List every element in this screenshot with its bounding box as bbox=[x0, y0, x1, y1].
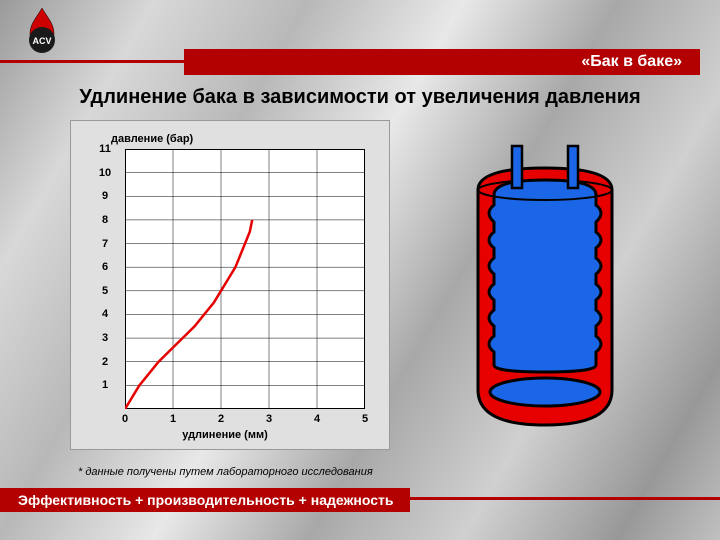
acv-logo-icon: ACV bbox=[18, 6, 66, 54]
ytick-label: 7 bbox=[102, 238, 108, 250]
ytick-label: 2 bbox=[102, 356, 108, 368]
xtick-label: 1 bbox=[170, 413, 176, 425]
tank-svg bbox=[460, 140, 630, 440]
chart-ylabel: давление (бар) bbox=[111, 133, 193, 145]
xtick-label: 2 bbox=[218, 413, 224, 425]
subtitle: Удлинение бака в зависимости от увеличен… bbox=[0, 86, 720, 109]
ytick-label: 5 bbox=[102, 285, 108, 297]
ytick-label: 6 bbox=[102, 261, 108, 273]
ytick-label: 1 bbox=[102, 379, 108, 391]
xtick-label: 4 bbox=[314, 413, 320, 425]
ytick-label: 4 bbox=[102, 308, 108, 320]
xtick-label: 5 bbox=[362, 413, 368, 425]
brand-logo: ACV bbox=[18, 6, 66, 54]
xtick-label: 3 bbox=[266, 413, 272, 425]
chart-svg bbox=[125, 149, 365, 409]
ytick-label: 10 bbox=[99, 167, 111, 179]
page-title: «Бак в баке» bbox=[581, 53, 682, 70]
ytick-label: 9 bbox=[102, 190, 108, 202]
title-bar: «Бак в баке» bbox=[184, 49, 700, 75]
chart-container: давление (бар) удлинение (мм) 1 2 3 4 5 6 7 8 9 1… bbox=[70, 120, 390, 450]
footer-underline bbox=[410, 497, 720, 500]
xtick-label: 0 bbox=[122, 413, 128, 425]
footer-text: Эффективность + производительность + над… bbox=[18, 492, 393, 508]
chart-xlabel: удлинение (мм) bbox=[71, 429, 379, 441]
footer-bar: Эффективность + производительность + над… bbox=[0, 488, 410, 512]
svg-text:ACV: ACV bbox=[32, 36, 51, 46]
tank-diagram bbox=[460, 140, 630, 440]
header-underline bbox=[0, 60, 184, 63]
chart-plot-area bbox=[125, 149, 365, 409]
footnote: * данные получены путем лабораторного ис… bbox=[78, 466, 373, 478]
ytick-label: 11 bbox=[99, 143, 111, 155]
ytick-label: 8 bbox=[102, 214, 108, 226]
ytick-label: 3 bbox=[102, 332, 108, 344]
